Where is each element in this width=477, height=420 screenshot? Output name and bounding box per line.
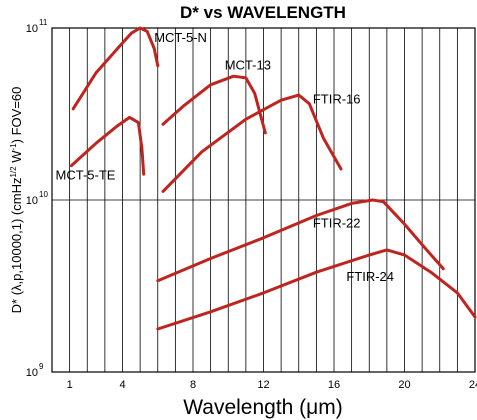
- x-tick-label: 1: [67, 379, 73, 391]
- ylabel-sup2: -1: [9, 143, 18, 151]
- y-tick-exponent: 11: [39, 18, 48, 27]
- series-line-ftir-16: [161, 93, 343, 193]
- x-tick-label: 20: [398, 379, 410, 391]
- x-tick-label: 8: [190, 379, 196, 391]
- chart-title: D* vs WAVELENGTH: [180, 3, 346, 22]
- ylabel-lambda: λ: [9, 284, 24, 291]
- y-tick-exponent: 10: [39, 190, 48, 199]
- y-tick-label: 10: [26, 23, 38, 35]
- series-line-mct-13: [161, 74, 267, 135]
- series-line-ftir-24: [156, 248, 477, 331]
- series-line-mct-5-n: [71, 26, 160, 111]
- curve-labels: MCT-5-N MCT-13 FTIR-16 MCT-5-TE FTIR-22 FTIR-…: [56, 30, 394, 284]
- x-axis-label: Wavelength (μm): [183, 396, 343, 419]
- curve-label: FTIR-22: [313, 216, 361, 231]
- ylabel-post: ) FOV=60: [9, 87, 24, 144]
- curve-label: FTIR-24: [346, 269, 394, 284]
- x-tick-label: 16: [328, 379, 340, 391]
- curve-label: FTIR-16: [313, 92, 361, 107]
- ylabel-mid: ,p,10000,1) (cmHz: [9, 178, 24, 285]
- curve-label: MCT-13: [225, 57, 271, 72]
- grid: [52, 28, 475, 372]
- x-tick-labels: 1 4 8 12 16 20 24: [67, 379, 477, 391]
- curve-label: MCT-5-N: [154, 30, 207, 45]
- series-line-mct-5-te: [69, 115, 146, 176]
- x-tick-label: 24: [469, 379, 477, 391]
- ylabel-pre: D* (: [9, 290, 24, 313]
- y-axis-label: D* (λ,p,10000,1) (cmHz1/2 W-1) FOV=60: [9, 87, 24, 314]
- plot-frame: [51, 27, 476, 373]
- x-tick-label: 12: [257, 379, 269, 391]
- curves: [69, 26, 477, 331]
- y-tick-exponent: 9: [39, 362, 44, 371]
- x-tick-label: 4: [119, 379, 125, 391]
- series-line-ftir-22: [156, 198, 445, 283]
- y-tick-label: 10: [26, 195, 38, 207]
- curve-label: MCT-5-TE: [56, 167, 116, 182]
- ylabel-mid2: W: [9, 150, 24, 167]
- y-tick-label: 10: [26, 367, 38, 379]
- ylabel-sup1: 1/2: [9, 166, 18, 178]
